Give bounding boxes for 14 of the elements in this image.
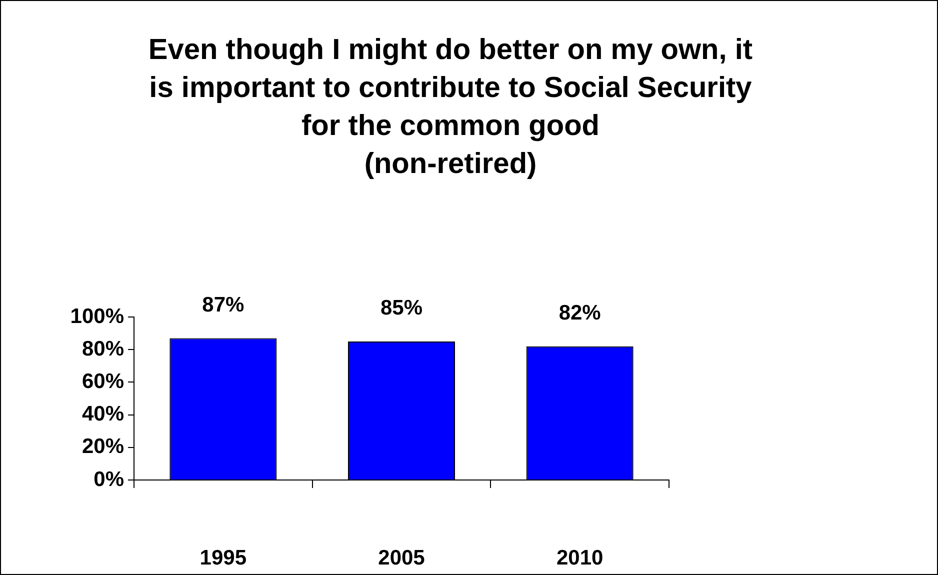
y-tick-label: 40% <box>82 402 124 426</box>
y-tick-label: 80% <box>82 337 124 360</box>
y-tick-label: 60% <box>82 370 124 393</box>
data-label: 87% <box>202 293 245 316</box>
y-tick-label: 0% <box>94 468 124 491</box>
y-tick-label: 20% <box>82 435 124 458</box>
x-tick-label: 2010 <box>556 546 604 570</box>
y-tick-label: 100% <box>70 304 124 328</box>
chart-subtitle: (non-retired) <box>363 147 538 182</box>
data-label: 85% <box>380 296 423 320</box>
x-tick-label: 2005 <box>378 546 426 570</box>
x-tick-label: 1995 <box>200 546 247 570</box>
chart-title: Even though I might do better on my own, it is important to contribute to Social Security for the common good <box>147 33 754 144</box>
data-label: 82% <box>558 302 602 325</box>
